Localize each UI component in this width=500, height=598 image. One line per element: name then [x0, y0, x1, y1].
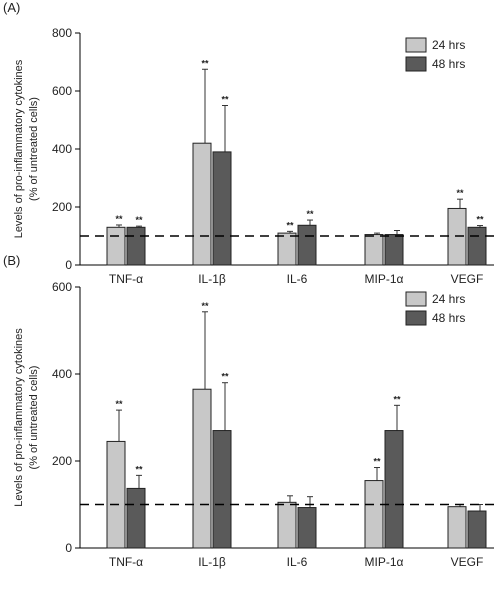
y-tick-label: 600 — [52, 84, 72, 98]
significance-marker: ** — [135, 464, 143, 474]
y-axis-label-line2: (% of untreated cells) — [28, 366, 40, 470]
y-axis-label-line2: (% of untreated cells) — [28, 97, 40, 201]
significance-marker: ** — [221, 95, 229, 105]
legend-label: 24 hrs — [432, 292, 465, 306]
bar — [106, 440, 126, 549]
panel-a: (A)Levels of pro-inflammatory cytokines(… — [3, 0, 494, 286]
significance-marker: ** — [286, 220, 294, 230]
significance-marker: ** — [476, 215, 484, 225]
bar — [447, 506, 467, 549]
significance-marker: ** — [115, 399, 123, 409]
category-label: IL-6 — [287, 272, 308, 286]
significance-marker: ** — [221, 372, 229, 382]
y-tick-label: 600 — [52, 280, 72, 294]
y-axis-label: Levels of pro-inflammatory cytokines — [13, 59, 25, 238]
category-label: MIP-1α — [365, 272, 404, 286]
significance-marker: ** — [201, 58, 209, 68]
legend-swatch — [405, 310, 427, 326]
y-axis-label: Levels of pro-inflammatory cytokines — [13, 328, 25, 507]
significance-marker: ** — [135, 215, 143, 225]
bar — [212, 430, 232, 549]
bar — [384, 430, 404, 549]
y-tick-label: 0 — [65, 541, 72, 555]
bar — [467, 510, 487, 549]
significance-marker: ** — [115, 214, 123, 224]
significance-marker: ** — [306, 209, 314, 219]
legend-label: 24 hrs — [432, 38, 465, 52]
y-tick-label: 400 — [52, 367, 72, 381]
category-label: IL-1β — [198, 272, 226, 286]
legend-label: 48 hrs — [432, 311, 465, 325]
bar — [277, 501, 297, 549]
bar — [192, 142, 212, 266]
y-tick-label: 200 — [52, 454, 72, 468]
y-tick-label: 200 — [52, 200, 72, 214]
significance-marker: ** — [201, 301, 209, 311]
category-label: MIP-1α — [365, 555, 404, 569]
bar — [277, 232, 297, 266]
bar — [364, 234, 384, 266]
category-label: IL-6 — [287, 555, 308, 569]
bar — [467, 226, 487, 266]
panel-label: (B) — [3, 253, 20, 268]
bar — [447, 207, 467, 266]
bar — [212, 151, 232, 266]
significance-marker: ** — [456, 188, 464, 198]
legend-swatch — [405, 291, 427, 307]
legend-swatch — [405, 56, 427, 72]
category-label: VEGF — [451, 555, 484, 569]
significance-marker: ** — [373, 457, 381, 467]
y-tick-label: 0 — [65, 258, 72, 272]
bar — [126, 226, 146, 266]
bar — [384, 234, 404, 266]
category-label: TNF-α — [109, 555, 143, 569]
category-label: VEGF — [451, 272, 484, 286]
category-label: IL-1β — [198, 555, 226, 569]
panel-label: (A) — [3, 0, 20, 15]
bar — [126, 487, 146, 549]
bar — [192, 388, 212, 549]
legend-label: 48 hrs — [432, 57, 465, 71]
bar — [106, 226, 126, 266]
category-label: TNF-α — [109, 272, 143, 286]
bar — [364, 480, 384, 549]
bar — [297, 224, 317, 266]
panel-b: (B) Levels of pro-inflammatory cytokines(… — [3, 253, 494, 569]
y-tick-label: 800 — [52, 26, 72, 40]
significance-marker: ** — [393, 394, 401, 404]
y-tick-label: 400 — [52, 142, 72, 156]
bar — [297, 507, 317, 549]
legend-swatch — [405, 37, 427, 53]
